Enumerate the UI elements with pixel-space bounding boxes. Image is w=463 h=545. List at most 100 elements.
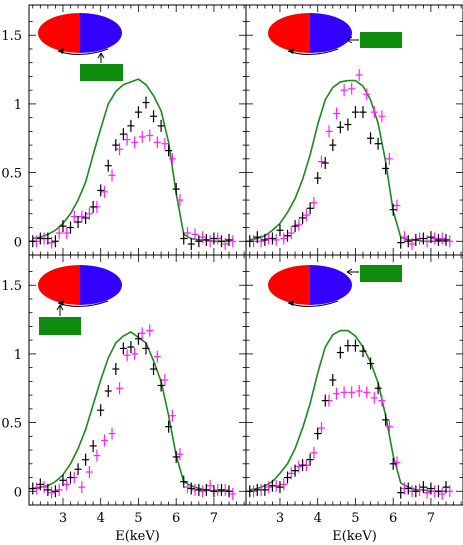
y-tick-label: 0.5 bbox=[1, 417, 22, 432]
x-axis-label: E(keV) bbox=[332, 529, 377, 544]
magenta-data-point bbox=[310, 196, 318, 209]
magenta-data-point bbox=[176, 448, 184, 461]
x-tick-label: 5 bbox=[351, 511, 359, 526]
black-data-point bbox=[253, 231, 261, 244]
magenta-data-point bbox=[257, 235, 265, 248]
magenta-data-point bbox=[131, 136, 139, 149]
magenta-data-point bbox=[363, 88, 371, 101]
magenta-data-point bbox=[191, 228, 199, 241]
black-data-point bbox=[442, 481, 450, 494]
panel-1: 0 0.5 1 1.5 bbox=[1, 4, 247, 256]
black-data-point bbox=[104, 159, 112, 172]
black-data-point bbox=[202, 233, 210, 246]
magenta-data-point bbox=[48, 486, 56, 499]
magenta-data-point bbox=[280, 232, 288, 245]
black-data-point bbox=[210, 485, 218, 498]
magenta-data-point bbox=[438, 488, 446, 501]
x-tick-label: 7 bbox=[210, 511, 218, 526]
black-data-point bbox=[202, 483, 210, 496]
black-data-point bbox=[89, 439, 97, 452]
magenta-data-point bbox=[131, 347, 139, 360]
black-data-point bbox=[419, 232, 427, 245]
black-data-point bbox=[404, 482, 412, 495]
black-data-point bbox=[253, 483, 261, 496]
black-data-point bbox=[351, 106, 359, 119]
geometry-schematic bbox=[38, 13, 123, 81]
black-data-point bbox=[268, 232, 276, 245]
black-data-point bbox=[374, 137, 382, 150]
black-data-point bbox=[157, 379, 165, 392]
black-data-point bbox=[284, 471, 292, 484]
black-data-point bbox=[180, 232, 188, 245]
magenta-data-point bbox=[199, 231, 207, 244]
black-data-point bbox=[74, 463, 82, 476]
black-data-point bbox=[51, 235, 59, 248]
black-data-point bbox=[382, 162, 390, 175]
magenta-data-point bbox=[146, 129, 154, 142]
black-data-point bbox=[359, 106, 367, 119]
magenta-data-point bbox=[206, 479, 214, 492]
magenta-data-point bbox=[100, 434, 108, 447]
magenta-data-point bbox=[55, 227, 63, 240]
magenta-data-point bbox=[138, 130, 146, 143]
magenta-data-point bbox=[416, 483, 424, 496]
black-data-point bbox=[276, 481, 284, 494]
rotation-arrowhead bbox=[58, 300, 64, 306]
black-data-point bbox=[29, 235, 37, 248]
black-data-point bbox=[412, 485, 420, 498]
magenta-data-point bbox=[153, 350, 161, 363]
magenta-data-point bbox=[333, 107, 341, 120]
black-data-point bbox=[276, 224, 284, 237]
x-tick-label: 4 bbox=[97, 511, 105, 526]
black-data-point bbox=[29, 482, 37, 495]
black-data-point bbox=[165, 144, 173, 157]
magenta-data-point bbox=[378, 110, 386, 123]
black-data-point bbox=[261, 483, 269, 496]
black-data-point bbox=[127, 119, 135, 132]
black-data-point bbox=[397, 486, 405, 499]
magenta-data-point bbox=[340, 386, 348, 399]
disk-red-half bbox=[268, 13, 310, 53]
black-data-point bbox=[157, 119, 165, 132]
magenta-data-point bbox=[348, 386, 356, 399]
black-data-point bbox=[44, 483, 52, 496]
black-data-point bbox=[314, 172, 322, 185]
magenta-data-point bbox=[221, 238, 229, 251]
magenta-data-point bbox=[55, 483, 63, 496]
disk-blue-half bbox=[80, 13, 122, 53]
black-data-point bbox=[299, 211, 307, 224]
pointer-arrowhead bbox=[97, 52, 105, 59]
black-data-point bbox=[134, 106, 142, 119]
black-data-point bbox=[187, 238, 195, 251]
model-curve bbox=[32, 330, 230, 493]
black-data-point bbox=[51, 485, 59, 498]
black-data-point bbox=[180, 475, 188, 488]
magenta-data-point bbox=[176, 194, 184, 207]
panel-frame bbox=[245, 254, 463, 506]
magenta-data-point bbox=[287, 467, 295, 480]
rotation-arrowhead bbox=[288, 48, 294, 54]
magenta-data-point bbox=[446, 485, 454, 498]
black-data-point bbox=[382, 413, 390, 426]
magenta-data-point bbox=[317, 155, 325, 168]
black-data-point bbox=[434, 233, 442, 246]
black-data-point bbox=[59, 220, 67, 233]
black-data-point bbox=[195, 235, 203, 248]
model-curve bbox=[249, 79, 447, 243]
magenta-data-point bbox=[272, 233, 280, 246]
magenta-data-point bbox=[423, 235, 431, 248]
black-data-point bbox=[217, 235, 225, 248]
black-data-point bbox=[67, 221, 75, 234]
black-data-point bbox=[165, 420, 173, 433]
black-data-point bbox=[142, 342, 150, 355]
magenta-data-point bbox=[317, 422, 325, 435]
black-data-point bbox=[246, 485, 254, 498]
magenta-data-point bbox=[287, 227, 295, 240]
magenta-data-point bbox=[423, 486, 431, 499]
black-data-point bbox=[195, 483, 203, 496]
magenta-data-point bbox=[446, 235, 454, 248]
black-data-point bbox=[210, 232, 218, 245]
magenta-data-point bbox=[123, 133, 131, 146]
black-data-point bbox=[67, 471, 75, 484]
